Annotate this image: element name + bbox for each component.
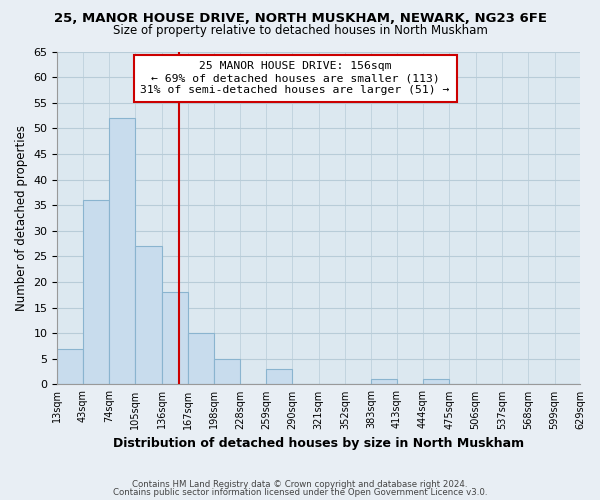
X-axis label: Distribution of detached houses by size in North Muskham: Distribution of detached houses by size …: [113, 437, 524, 450]
Text: 25, MANOR HOUSE DRIVE, NORTH MUSKHAM, NEWARK, NG23 6FE: 25, MANOR HOUSE DRIVE, NORTH MUSKHAM, NE…: [53, 12, 547, 26]
Bar: [83, 200, 109, 384]
Bar: [58, 348, 83, 384]
Text: Contains public sector information licensed under the Open Government Licence v3: Contains public sector information licen…: [113, 488, 487, 497]
Bar: [266, 369, 292, 384]
Bar: [371, 380, 397, 384]
Bar: [214, 359, 240, 384]
Y-axis label: Number of detached properties: Number of detached properties: [15, 125, 28, 311]
Text: 25 MANOR HOUSE DRIVE: 156sqm
← 69% of detached houses are smaller (113)
31% of s: 25 MANOR HOUSE DRIVE: 156sqm ← 69% of de…: [140, 62, 450, 94]
Bar: [188, 333, 214, 384]
Text: Size of property relative to detached houses in North Muskham: Size of property relative to detached ho…: [113, 24, 487, 37]
Bar: [109, 118, 136, 384]
Bar: [136, 246, 162, 384]
Bar: [162, 292, 188, 384]
Bar: [423, 380, 449, 384]
Text: Contains HM Land Registry data © Crown copyright and database right 2024.: Contains HM Land Registry data © Crown c…: [132, 480, 468, 489]
